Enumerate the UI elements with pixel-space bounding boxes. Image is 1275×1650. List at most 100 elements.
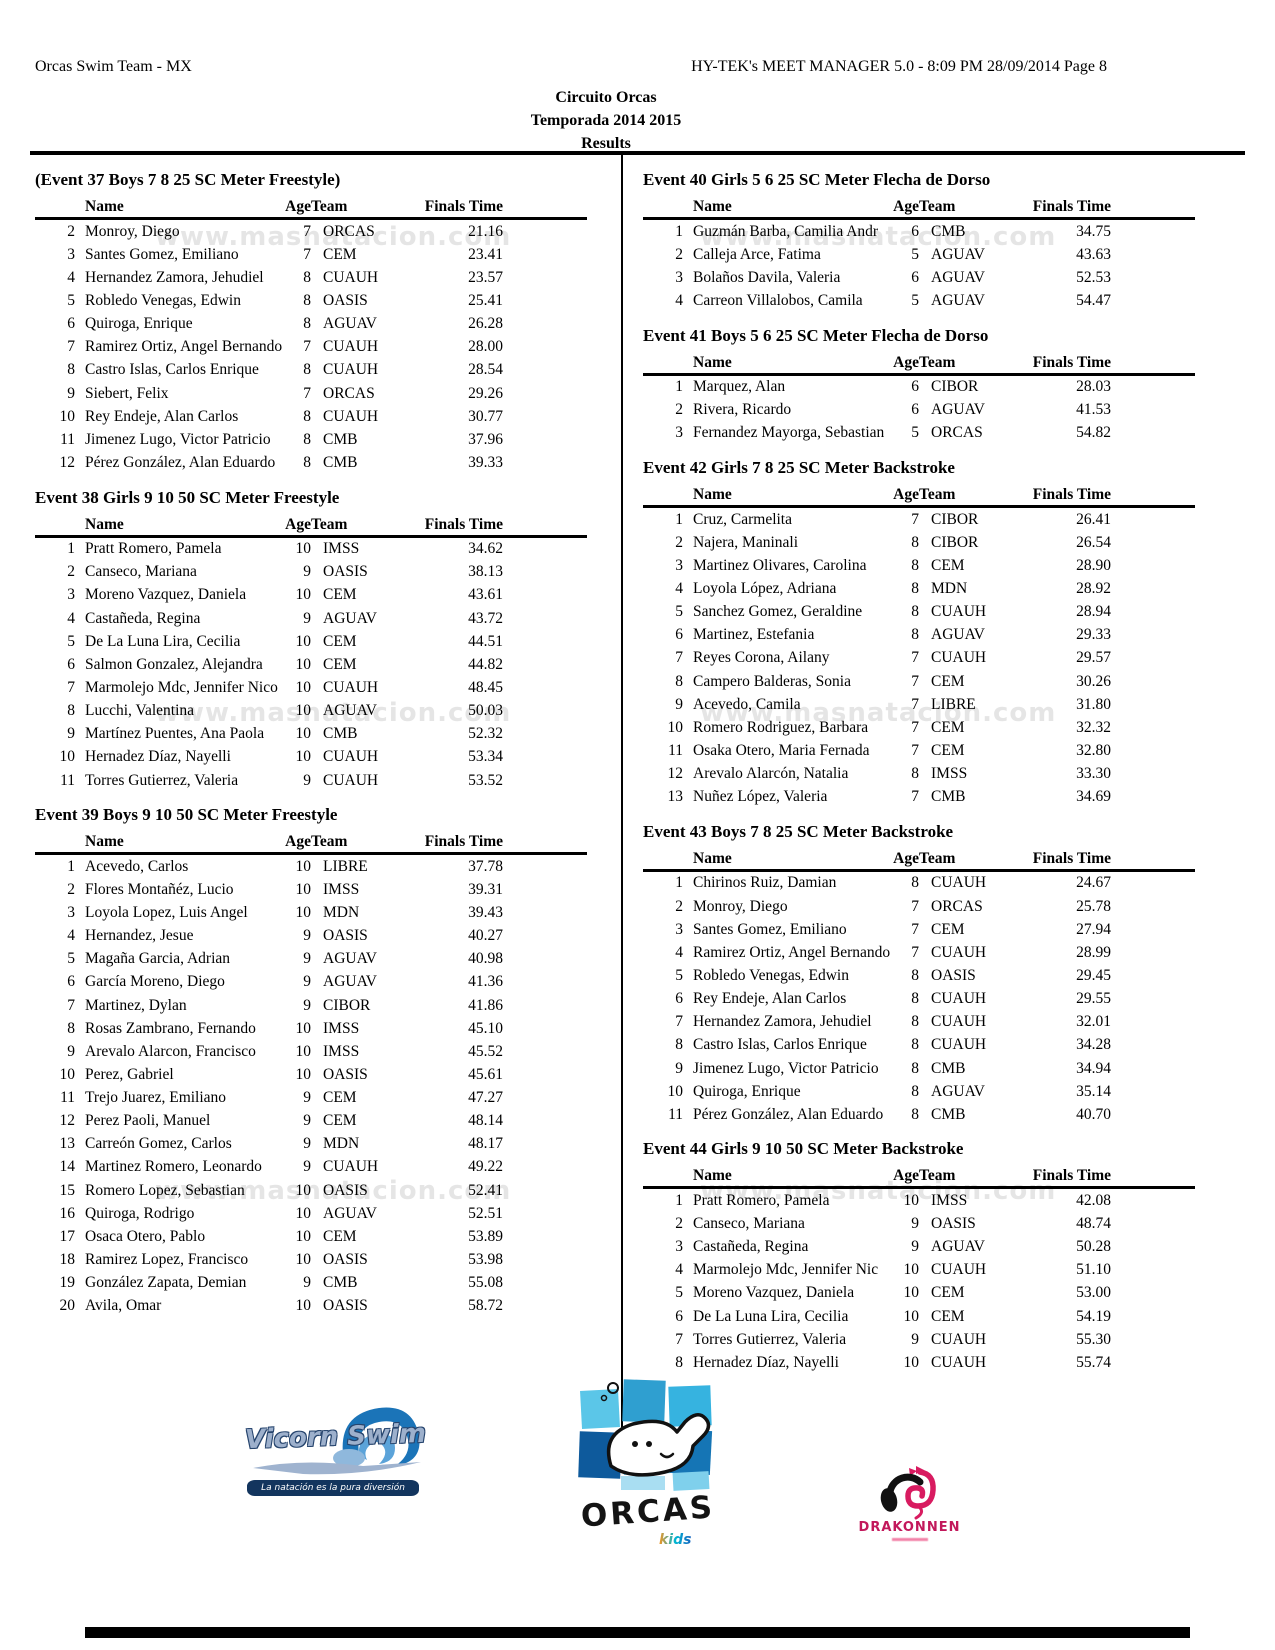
age: 8 bbox=[911, 1013, 919, 1031]
age: 10 bbox=[903, 1307, 920, 1325]
finals-time: 21.16 bbox=[468, 222, 503, 240]
rank: 17 bbox=[59, 1227, 76, 1245]
team: CUAUH bbox=[931, 1261, 987, 1279]
result-row: 20 Avila, Omar 10 OASIS 58.72 bbox=[35, 1295, 587, 1318]
swimmer-name: Pratt Romero, Pamela bbox=[693, 1191, 830, 1209]
team: IMSS bbox=[323, 880, 360, 898]
result-row: 11 Osaka Otero, Maria Fernada 7 CEM 32.8… bbox=[643, 739, 1195, 762]
team: OASIS bbox=[323, 563, 368, 581]
finals-time: 34.69 bbox=[1076, 788, 1111, 806]
result-row: 9 Jimenez Lugo, Victor Patricio 8 CMB 34… bbox=[643, 1057, 1195, 1080]
rank: 1 bbox=[675, 874, 683, 892]
team: CUAUH bbox=[323, 678, 379, 696]
result-row: 13 Nuñez López, Valeria 7 CMB 34.69 bbox=[643, 786, 1195, 809]
team: CIBOR bbox=[931, 533, 979, 551]
age: 8 bbox=[911, 533, 919, 551]
table-header: Name Age Team Finals Time bbox=[643, 1162, 1195, 1190]
result-row: 1 Marquez, Alan 6 CIBOR 28.03 bbox=[643, 376, 1195, 399]
rank: 3 bbox=[67, 903, 75, 921]
age: 10 bbox=[295, 1042, 312, 1060]
result-row: 11 Torres Gutierrez, Valeria 9 CUAUH 53.… bbox=[35, 769, 587, 792]
swimmer-name: Najera, Maninali bbox=[693, 533, 799, 551]
result-row: 8 Lucchi, Valentina 10 AGUAV 50.03 bbox=[35, 700, 587, 723]
rank: 9 bbox=[67, 1042, 75, 1060]
finals-time: 27.94 bbox=[1076, 920, 1111, 938]
team: AGUAV bbox=[931, 626, 985, 644]
rank: 10 bbox=[667, 718, 684, 736]
team: CEM bbox=[323, 1227, 357, 1245]
dragon-headphones-icon bbox=[880, 1466, 936, 1520]
column-header-name: Name bbox=[85, 198, 124, 215]
age: 10 bbox=[295, 1019, 312, 1037]
swimmer-name: González Zapata, Demian bbox=[85, 1274, 247, 1292]
team: ORCAS bbox=[323, 384, 375, 402]
finals-time: 34.28 bbox=[1076, 1036, 1111, 1054]
age: 8 bbox=[911, 1082, 919, 1100]
age: 6 bbox=[911, 401, 919, 419]
swimmer-name: Rivera, Ricardo bbox=[693, 401, 792, 419]
age: 8 bbox=[911, 1105, 919, 1123]
swimmer-name: Canseco, Mariana bbox=[693, 1215, 805, 1233]
finals-time: 38.13 bbox=[468, 563, 503, 581]
swimmer-name: Loyola López, Adriana bbox=[693, 579, 837, 597]
column-header-age: Age bbox=[285, 198, 311, 215]
result-row: 6 Martinez, Estefania 8 AGUAV 29.33 bbox=[643, 624, 1195, 647]
finals-time: 32.32 bbox=[1076, 718, 1111, 736]
column-header-age: Age bbox=[893, 849, 919, 867]
column-header-team: Team bbox=[311, 515, 348, 533]
team: CMB bbox=[323, 430, 358, 448]
age: 10 bbox=[295, 540, 312, 558]
team: CMB bbox=[323, 725, 358, 743]
age: 7 bbox=[911, 897, 919, 915]
rank: 12 bbox=[59, 1112, 76, 1130]
team: CUAUH bbox=[323, 338, 379, 356]
column-divider bbox=[621, 155, 623, 1449]
result-row: 1 Cruz, Carmelita 7 CIBOR 26.41 bbox=[643, 508, 1195, 531]
finals-time: 32.01 bbox=[1076, 1013, 1111, 1031]
event-section: Event 44 Girls 9 10 50 SC Meter Backstro… bbox=[643, 1139, 1195, 1374]
column-header-name: Name bbox=[693, 485, 732, 503]
swimmer-name: Lucchi, Valentina bbox=[85, 702, 195, 720]
finals-time: 50.28 bbox=[1076, 1238, 1111, 1256]
age: 8 bbox=[911, 765, 919, 783]
age: 5 bbox=[911, 424, 919, 442]
result-row: 2 Canseco, Mariana 9 OASIS 48.74 bbox=[643, 1213, 1195, 1236]
rank: 11 bbox=[60, 1089, 75, 1107]
age: 10 bbox=[295, 702, 312, 720]
rank: 3 bbox=[675, 920, 683, 938]
age: 10 bbox=[295, 1065, 312, 1083]
finals-time: 40.98 bbox=[468, 950, 503, 968]
swimmer-name: Arevalo Alarcon, Francisco bbox=[85, 1042, 256, 1060]
team: CUAUH bbox=[323, 748, 379, 766]
rank: 8 bbox=[675, 1353, 683, 1371]
team: MDN bbox=[323, 903, 360, 921]
results-column-right: Event 40 Girls 5 6 25 SC Meter Flecha de… bbox=[643, 157, 1195, 1374]
finals-time: 31.80 bbox=[1076, 695, 1111, 713]
age: 8 bbox=[911, 966, 919, 984]
rank: 8 bbox=[67, 702, 75, 720]
team: CUAUH bbox=[323, 268, 379, 286]
rank: 8 bbox=[675, 672, 683, 690]
team: CUAUH bbox=[931, 1013, 987, 1031]
column-header-team: Team bbox=[919, 1167, 956, 1185]
rank: 2 bbox=[67, 563, 75, 581]
result-row: 12 Arevalo Alarcón, Natalia 8 IMSS 33.30 bbox=[643, 763, 1195, 786]
event-section: (Event 37 Boys 7 8 25 SC Meter Freestyle… bbox=[35, 170, 587, 475]
finals-time: 29.45 bbox=[1076, 966, 1111, 984]
finals-time: 25.41 bbox=[468, 291, 503, 309]
team: CIBOR bbox=[323, 996, 371, 1014]
swimmer-name: Castro Islas, Carlos Enrique bbox=[693, 1036, 867, 1054]
finals-time: 55.74 bbox=[1076, 1353, 1111, 1371]
result-row: 11 Pérez González, Alan Eduardo 8 CMB 40… bbox=[643, 1103, 1195, 1126]
swimmer-name: Arevalo Alarcón, Natalia bbox=[693, 765, 849, 783]
result-row: 16 Quiroga, Rodrigo 10 AGUAV 52.51 bbox=[35, 1202, 587, 1225]
result-row: 17 Osaca Otero, Pablo 10 CEM 53.89 bbox=[35, 1225, 587, 1248]
result-row: 4 Loyola López, Adriana 8 MDN 28.92 bbox=[643, 577, 1195, 600]
footer-bar bbox=[85, 1627, 1190, 1638]
team: CEM bbox=[323, 586, 357, 604]
rank: 13 bbox=[59, 1135, 76, 1153]
team: CMB bbox=[323, 453, 358, 471]
table-header: Name Age Team Finals Time bbox=[643, 845, 1195, 872]
team: OASIS bbox=[323, 927, 368, 945]
swimmer-name: Pérez González, Alan Eduardo bbox=[693, 1105, 884, 1123]
